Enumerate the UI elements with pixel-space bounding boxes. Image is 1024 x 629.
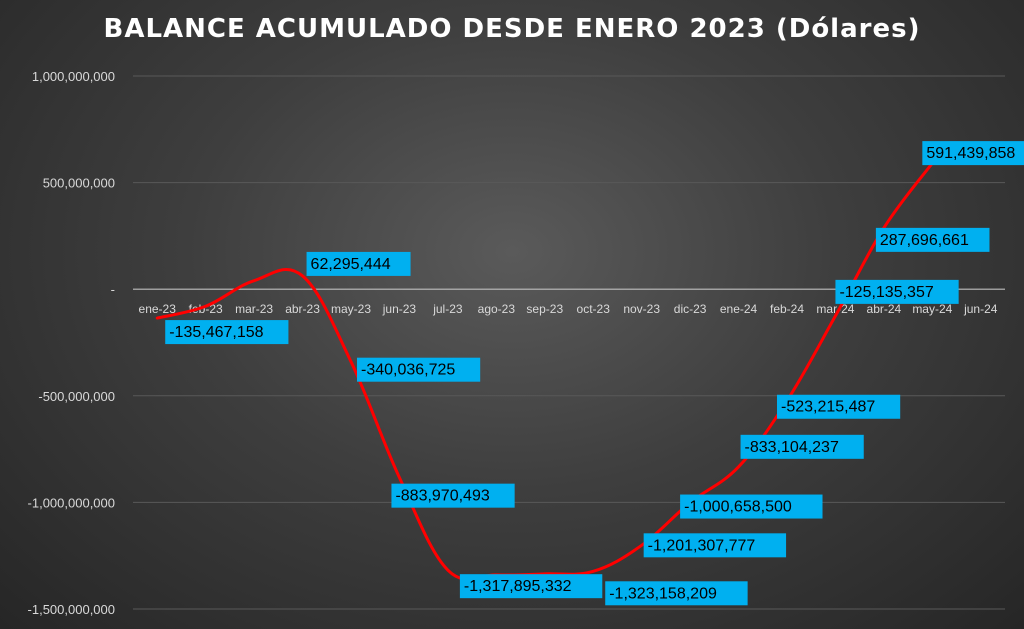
data-label: -1,317,895,332	[459, 574, 603, 599]
data-label: 591,439,858	[922, 141, 1024, 166]
data-label-text: 287,696,661	[880, 232, 969, 249]
data-label-box	[680, 494, 823, 519]
chart-title: BALANCE ACUMULADO DESDE ENERO 2023 (Dóla…	[103, 14, 921, 44]
x-tick-label: ene-24	[720, 302, 758, 316]
y-tick-label: -1,500,000,000	[28, 602, 115, 617]
x-tick-label: may-24	[912, 302, 952, 316]
data-label: -883,970,493	[391, 483, 515, 508]
data-label-text: -883,970,493	[395, 488, 489, 505]
data-label: -1,201,307,777	[643, 533, 787, 558]
data-label-text: 591,439,858	[926, 145, 1015, 162]
data-label-text: -1,317,895,332	[464, 578, 572, 595]
x-tick-label: ene-23	[139, 302, 177, 316]
data-label-box	[835, 279, 959, 304]
data-label-box	[643, 533, 787, 558]
data-label: -1,323,158,209	[605, 581, 748, 606]
data-label-box	[605, 581, 748, 606]
data-label-text: -125,135,357	[839, 284, 933, 301]
x-tick-label: jun-24	[963, 302, 998, 316]
x-tick-label: mar-24	[816, 302, 854, 316]
x-tick-label: may-23	[331, 302, 371, 316]
data-label: -523,215,487	[777, 394, 901, 419]
data-label: -125,135,357	[835, 279, 959, 304]
x-tick-label: ago-23	[478, 302, 516, 316]
x-tick-label: feb-24	[770, 302, 804, 316]
x-tick-label: feb-23	[189, 302, 223, 316]
x-tick-label: abr-23	[285, 302, 320, 316]
data-label-text: -340,036,725	[361, 362, 455, 379]
data-label-text: -833,104,237	[745, 439, 839, 456]
x-tick-label: dic-23	[674, 302, 707, 316]
x-tick-label: oct-23	[577, 302, 611, 316]
x-tick-label: jul-23	[432, 302, 463, 316]
data-label-box	[740, 434, 864, 459]
x-tick-label: mar-23	[235, 302, 273, 316]
x-tick-label: abr-24	[867, 302, 902, 316]
y-tick-label: 500,000,000	[43, 176, 115, 191]
data-label: 287,696,661	[875, 227, 990, 252]
y-tick-label: -	[111, 282, 115, 297]
data-label: 62,295,444	[306, 251, 411, 276]
x-tick-label: sep-23	[526, 302, 563, 316]
data-label-text: -1,323,158,209	[609, 585, 717, 602]
data-label: -135,467,158	[165, 320, 289, 345]
data-label: -340,036,725	[357, 357, 481, 382]
data-label-text: -1,000,658,500	[684, 499, 792, 516]
data-label-box	[777, 394, 901, 419]
data-label-text: 62,295,444	[311, 256, 391, 273]
data-label-text: -523,215,487	[781, 399, 875, 416]
data-label-box	[922, 141, 1024, 166]
data-label-text: -1,201,307,777	[648, 537, 756, 554]
data-label-box	[306, 251, 411, 276]
data-label-text: -135,467,158	[169, 324, 263, 341]
series-line	[155, 161, 934, 581]
data-label: -833,104,237	[740, 434, 864, 459]
x-tick-label: jun-23	[382, 302, 417, 316]
x-tick-label: nov-23	[623, 302, 660, 316]
data-label-box	[459, 574, 603, 599]
data-label-box	[875, 227, 990, 252]
y-tick-label: 1,000,000,000	[32, 69, 115, 84]
data-label-box	[165, 320, 289, 345]
data-label-box	[357, 357, 481, 382]
y-tick-label: -500,000,000	[38, 389, 115, 404]
data-label-box	[391, 483, 515, 508]
data-label: -1,000,658,500	[680, 494, 823, 519]
y-tick-label: -1,000,000,000	[28, 495, 115, 510]
